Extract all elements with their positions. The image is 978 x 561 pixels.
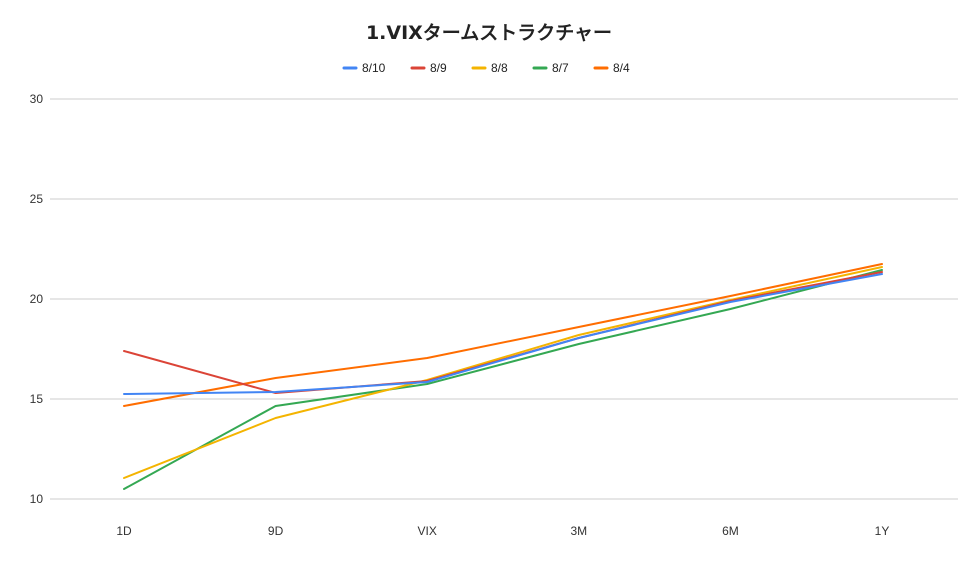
series-line-8-8 [123, 266, 883, 479]
series-line-8-10 [123, 273, 883, 395]
x-tick-label: 9D [268, 524, 284, 538]
x-tick-label: VIX [418, 524, 437, 538]
legend-label: 8/4 [613, 61, 630, 75]
y-gridlines [50, 98, 958, 500]
legend-item-8-10: 8/10 [342, 61, 386, 75]
legend-item-8-8: 8/8 [471, 61, 508, 75]
y-tick-label: 25 [30, 192, 44, 206]
chart-title: 1.VIXタームストラクチャー [366, 22, 612, 44]
y-tick-label: 20 [30, 292, 44, 306]
legend: 8/10 8/9 8/8 8/7 8/4 [342, 61, 630, 75]
y-tick-label: 30 [30, 92, 44, 106]
x-tick-label: 3M [570, 524, 587, 538]
series-line-8-4 [123, 263, 883, 407]
legend-label: 8/10 [362, 61, 386, 75]
y-tick-label: 15 [30, 392, 44, 406]
y-tick-label: 10 [30, 492, 44, 506]
legend-label: 8/9 [430, 61, 447, 75]
series-line-8-9 [123, 271, 883, 394]
x-tick-label: 1D [116, 524, 132, 538]
legend-label: 8/7 [552, 61, 569, 75]
legend-item-8-7: 8/7 [532, 61, 569, 75]
y-axis: 10 15 20 25 30 [30, 92, 44, 506]
legend-label: 8/8 [491, 61, 508, 75]
x-tick-label: 1Y [875, 524, 890, 538]
legend-item-8-9: 8/9 [410, 61, 447, 75]
x-axis: 1D 9D VIX 3M 6M 1Y [116, 524, 889, 538]
series-line-8-7 [123, 269, 883, 490]
x-tick-label: 6M [722, 524, 739, 538]
legend-item-8-4: 8/4 [593, 61, 630, 75]
series-lines [123, 263, 883, 490]
